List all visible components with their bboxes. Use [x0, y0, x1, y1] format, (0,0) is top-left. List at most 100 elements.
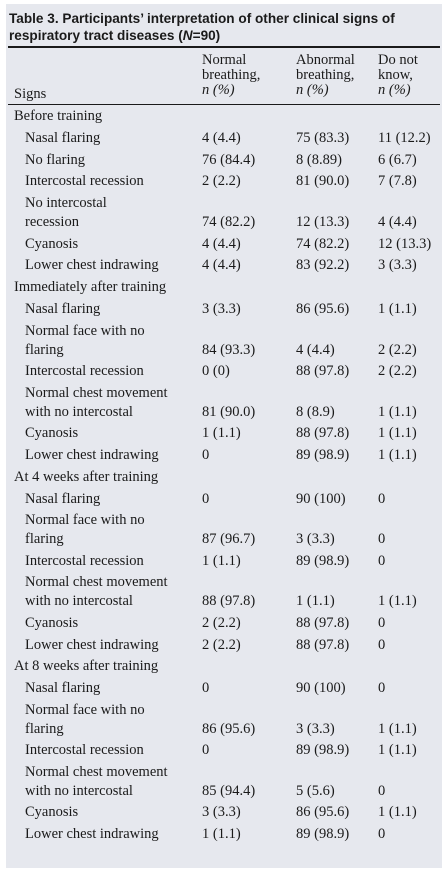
dontknow-value: 3 (3.3) — [378, 257, 417, 274]
abnormal-value: 89 (98.9) — [296, 742, 350, 759]
abnormal-value: 86 (95.6) — [296, 300, 350, 317]
sign-label: with no intercostal — [25, 403, 133, 420]
sign-label: No intercostal — [25, 195, 107, 212]
sign-label: Lower chest indrawing — [25, 257, 159, 274]
normal-value: 88 (97.8) — [202, 593, 256, 610]
dontknow-value: 1 (1.1) — [378, 804, 417, 821]
normal-value: 0 (0) — [202, 363, 230, 379]
dontknow-value: 0 — [378, 552, 386, 569]
sign-label: Cyanosis — [25, 235, 79, 252]
dontknow-value: 0 — [378, 636, 386, 653]
table-caption: Table 3. Participants’ interpretation of… — [9, 11, 395, 43]
header-abnormal-line1: Abnormal — [296, 52, 355, 68]
sign-label: Normal chest movement — [25, 764, 168, 780]
sign-label: Cyanosis — [25, 614, 79, 631]
dontknow-value: 1 (1.1) — [378, 403, 417, 420]
normal-value: 3 (3.3) — [202, 804, 241, 821]
header-normal-line1: Normal — [202, 52, 247, 68]
dontknow-value: 0 — [378, 680, 386, 697]
sign-label: Lower chest indrawing — [25, 826, 159, 843]
normal-value: 0 — [202, 742, 210, 759]
section-header: Before training — [0, 105, 448, 127]
abnormal-value: 3 (3.3) — [296, 531, 335, 548]
table-row: Normal face with no flaring 87 (96.7) 3 (3.… — [0, 509, 448, 549]
dontknow-value: 0 — [378, 783, 386, 799]
normal-value: 3 (3.3) — [202, 300, 241, 317]
table-row: Intercostal recession 0 89 (98.9) 1 (1.1) — [0, 739, 448, 761]
dontknow-value: 1 (1.1) — [378, 742, 417, 759]
header-signs: Signs — [14, 86, 47, 102]
table-row: No intercostal recession 74 (82.2) 12 (13.3… — [0, 192, 448, 232]
dontknow-value: 0 — [378, 826, 386, 843]
normal-value: 74 (82.2) — [202, 214, 256, 231]
table-row: Cyanosis 3 (3.3) 86 (95.6) 1 (1.1) — [0, 801, 448, 823]
abnormal-value: 3 (3.3) — [296, 720, 335, 737]
sign-label: Intercostal recession — [25, 742, 144, 759]
normal-value: 4 (4.4) — [202, 257, 241, 274]
dontknow-value: 1 (1.1) — [378, 446, 417, 463]
table-row: Nasal flaring 3 (3.3) 86 (95.6) 1 (1.1) — [0, 298, 448, 320]
normal-value: 76 (84.4) — [202, 151, 256, 168]
header-abnormal-line3: n (%) — [296, 82, 329, 98]
header-normal: Normal breathing, n (%) — [202, 53, 260, 98]
normal-value: 84 (93.3) — [202, 341, 256, 358]
normal-value: 86 (95.6) — [202, 720, 256, 737]
dontknow-value: 1 (1.1) — [378, 720, 417, 737]
table-row: Lower chest indrawing 4 (4.4) 83 (92.2) 3 (… — [0, 254, 448, 276]
abnormal-value: 89 (98.9) — [296, 446, 350, 463]
header-normal-line3: n (%) — [202, 82, 235, 98]
sign-label: Normal face with no — [25, 322, 145, 339]
dontknow-value: 7 (7.8) — [378, 173, 417, 190]
abnormal-value: 88 (97.8) — [296, 425, 350, 442]
table-row: Normal chest movement with no intercostal… — [0, 761, 448, 801]
abnormal-value: 4 (4.4) — [296, 341, 335, 358]
table-row: Normal face with no flaring 84 (93.3) 4 (4.… — [0, 320, 448, 360]
sign-label: Nasal flaring — [25, 300, 101, 317]
abnormal-value: 81 (90.0) — [296, 173, 350, 190]
table-row: Nasal flaring 0 90 (100) 0 — [0, 488, 448, 510]
section-title: Before training — [14, 108, 103, 124]
table-top-rule — [8, 46, 440, 48]
normal-value: 0 — [202, 490, 210, 507]
sign-label: Nasal flaring — [25, 129, 101, 146]
dontknow-value: 0 — [378, 531, 386, 548]
normal-value: 87 (96.7) — [202, 531, 256, 548]
abnormal-value: 89 (98.9) — [296, 826, 350, 843]
normal-value: 2 (2.2) — [202, 614, 241, 631]
normal-value: 4 (4.4) — [202, 129, 241, 146]
section-header: At 4 weeks after training — [0, 466, 448, 488]
abnormal-value: 12 (13.3) — [296, 214, 350, 231]
abnormal-value: 8 (8.9) — [296, 403, 335, 420]
table-panel — [6, 4, 442, 868]
normal-value: 0 — [202, 446, 210, 463]
sign-label: Intercostal recession — [25, 173, 144, 190]
abnormal-value: 90 (100) — [296, 680, 346, 697]
section-title: At 4 weeks after training — [14, 468, 159, 485]
sign-label: Normal chest movement — [25, 574, 168, 591]
abnormal-value: 88 (97.8) — [296, 363, 350, 379]
table-row: Normal face with no flaring 86 (95.6) 3 (3.… — [0, 699, 448, 739]
table-row: Lower chest indrawing 0 89 (98.9) 1 (1.1) — [0, 444, 448, 466]
dontknow-value: 12 (13.3) — [378, 235, 432, 252]
normal-value: 0 — [202, 680, 210, 697]
sign-label: Normal chest movement — [25, 384, 168, 401]
table-row: Intercostal recession 1 (1.1) 89 (98.9) 0 — [0, 550, 448, 572]
sign-label: Cyanosis — [25, 804, 79, 821]
table-row: Nasal flaring 0 90 (100) 0 — [0, 677, 448, 699]
normal-value: 85 (94.4) — [202, 783, 256, 799]
normal-value: 1 (1.1) — [202, 826, 241, 843]
sign-label: Intercostal recession — [25, 552, 144, 569]
sign-label: Nasal flaring — [25, 680, 101, 697]
sign-label: with no intercostal — [25, 593, 133, 610]
dontknow-value: 1 (1.1) — [378, 300, 417, 317]
header-dontknow: Do not know, n (%) — [378, 53, 418, 98]
table-row: Intercostal recession 0 (0) 88 (97.8) 2 (2.… — [0, 360, 448, 382]
abnormal-value: 83 (92.2) — [296, 257, 350, 274]
normal-value: 1 (1.1) — [202, 552, 241, 569]
sign-label: Lower chest indrawing — [25, 446, 159, 463]
table-row: No flaring 76 (84.4) 8 (8.89) 6 (6.7) — [0, 149, 448, 171]
dontknow-value: 1 (1.1) — [378, 593, 417, 610]
table-header-rule — [8, 104, 440, 105]
abnormal-value: 88 (97.8) — [296, 614, 350, 631]
normal-value: 81 (90.0) — [202, 403, 256, 420]
